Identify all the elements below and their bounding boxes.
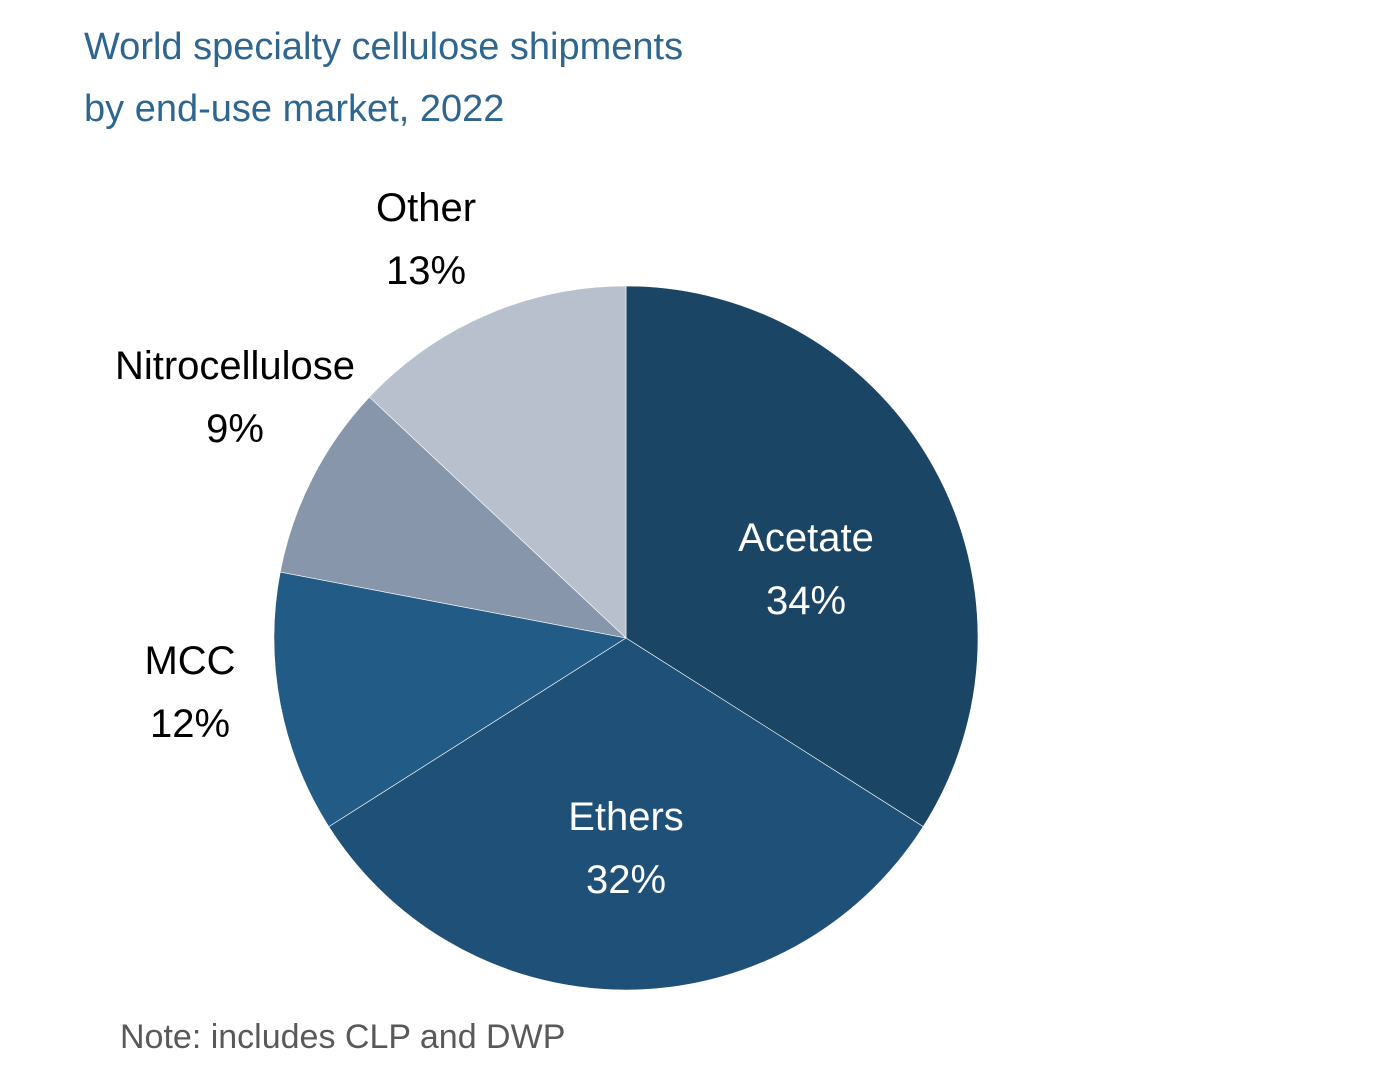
slice-value-other: 13% xyxy=(386,249,466,293)
slice-label-ethers: Ethers xyxy=(568,795,684,839)
chart-subtitle: by end-use market, 2022 xyxy=(84,88,505,130)
pie-labels: Acetate 34% Ethers 32% MCC 12% Nitrocellulose 9… xyxy=(115,186,874,902)
slice-label-mcc: MCC xyxy=(144,639,235,683)
slice-value-mcc: 12% xyxy=(150,702,230,746)
pie-slice-nitrocellulose xyxy=(279,396,627,639)
pie-slice-acetate xyxy=(625,285,979,828)
slice-value-nitrocellulose: 9% xyxy=(206,407,264,451)
chart-title: World specialty cellulose shipments xyxy=(84,26,684,68)
slice-value-acetate: 34% xyxy=(766,579,846,623)
pie-slice-ethers xyxy=(328,637,924,991)
pie-slices xyxy=(273,285,979,991)
chart-note: Note: includes CLP and DWP xyxy=(120,1018,566,1056)
slice-value-ethers: 32% xyxy=(586,858,666,902)
slice-label-acetate: Acetate xyxy=(738,516,874,560)
slice-label-nitrocellulose: Nitrocellulose xyxy=(115,344,355,388)
slice-label-other: Other xyxy=(376,186,476,230)
pie-slice-mcc xyxy=(273,571,627,828)
pie-slice-other xyxy=(368,285,627,639)
